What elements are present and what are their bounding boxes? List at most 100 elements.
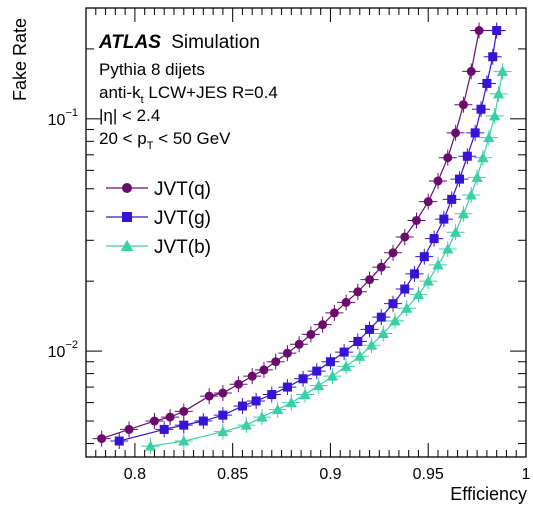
jet-algorithm-subscript: t xyxy=(141,94,144,106)
data-point xyxy=(298,374,308,384)
simulation-label: Simulation xyxy=(171,32,260,53)
data-point xyxy=(401,302,413,313)
data-point xyxy=(325,357,335,367)
data-point xyxy=(234,379,244,389)
data-point xyxy=(388,248,398,258)
data-point xyxy=(124,424,134,434)
data-point xyxy=(198,416,208,426)
data-point xyxy=(144,440,157,451)
data-point xyxy=(482,78,492,88)
y-tick-base: 10 xyxy=(48,112,66,129)
data-point xyxy=(159,424,169,434)
data-point xyxy=(488,52,498,62)
data-point xyxy=(272,403,284,415)
legend-item: JVT(g) xyxy=(106,208,211,229)
series-jvtg xyxy=(110,22,506,450)
x-axis-title: Efficiency xyxy=(450,484,527,504)
data-point xyxy=(412,289,425,300)
data-point xyxy=(339,347,349,357)
data-point xyxy=(449,226,462,237)
legend-marker xyxy=(120,239,134,251)
atlas-label-text: ATLAS xyxy=(98,32,161,53)
y-tick-base: 10 xyxy=(48,344,66,361)
data-point xyxy=(443,153,453,163)
data-point xyxy=(423,197,433,207)
data-point xyxy=(432,259,444,270)
svg-text:ATLAS Simulation: ATLAS Simulation xyxy=(98,32,260,53)
data-point xyxy=(204,391,214,401)
y-axis-title: Fake Rate xyxy=(10,18,30,101)
data-point xyxy=(97,434,107,444)
data-point xyxy=(410,269,420,279)
data-point xyxy=(251,396,261,406)
data-point xyxy=(341,297,351,307)
legend-label: JVT(g) xyxy=(154,208,211,229)
data-point xyxy=(299,388,311,400)
data-point xyxy=(474,26,484,36)
data-point xyxy=(217,426,229,437)
data-point xyxy=(483,131,495,143)
data-point xyxy=(388,299,398,309)
x-tick-label: 0.8 xyxy=(124,466,146,483)
data-point xyxy=(365,275,375,285)
data-point xyxy=(470,128,480,138)
plot-area xyxy=(92,22,512,455)
plot-frame xyxy=(85,7,527,458)
y-tick-label: 10−2 xyxy=(48,339,78,361)
data-point xyxy=(389,315,401,326)
data-point xyxy=(294,339,304,349)
data-point xyxy=(329,308,339,318)
data-point xyxy=(259,365,269,375)
data-point xyxy=(285,397,297,408)
data-point xyxy=(489,110,501,121)
legend-label: JVT(q) xyxy=(154,179,211,200)
y-tick-exponent: −2 xyxy=(65,339,78,351)
data-point xyxy=(237,401,247,411)
generator-label: Pythia 8 dijets xyxy=(99,60,205,79)
data-point xyxy=(442,243,454,254)
data-point xyxy=(465,189,477,200)
legend-marker xyxy=(122,212,132,222)
data-point xyxy=(179,420,189,430)
data-point xyxy=(477,152,489,163)
data-point xyxy=(218,410,228,420)
jet-algorithm-label: anti-kt LCW+JES R=0.4 xyxy=(99,83,278,106)
data-point xyxy=(476,104,486,114)
data-point xyxy=(451,128,461,138)
data-point xyxy=(376,312,386,322)
data-point xyxy=(353,336,363,346)
axes: 0.8 0.85 0.9 0.95 110−210−1 xyxy=(48,8,531,483)
data-point xyxy=(149,416,159,426)
data-point xyxy=(165,412,175,422)
legend-item: JVT(b) xyxy=(106,237,211,258)
data-point xyxy=(340,360,352,371)
legend: JVT(q) JVT(g) JVT(b) xyxy=(106,179,211,258)
x-tick-label: 0.85 xyxy=(217,466,248,483)
data-point xyxy=(429,234,439,244)
data-point xyxy=(462,151,472,161)
y-tick-label: 10−1 xyxy=(48,107,78,129)
data-point xyxy=(267,390,277,400)
data-point xyxy=(282,382,292,392)
data-point xyxy=(377,327,389,339)
pt-cut-text: 20 < p xyxy=(99,129,147,148)
data-point xyxy=(178,435,190,446)
data-point xyxy=(179,406,189,416)
series-jvtb xyxy=(141,63,512,455)
x-tick-label: 0.95 xyxy=(413,466,444,483)
data-point xyxy=(458,100,468,110)
data-point xyxy=(400,232,410,242)
data-point xyxy=(496,65,509,76)
pt-cut-suffix: < 50 GeV xyxy=(153,129,231,148)
eta-cut-label: |η| < 2.4 xyxy=(99,106,160,125)
data-point xyxy=(313,380,325,391)
data-point xyxy=(492,88,505,99)
data-point xyxy=(312,366,322,376)
x-tick-label: 0.9 xyxy=(319,466,341,483)
pt-cut-subscript: T xyxy=(147,140,154,152)
legend-item: JVT(q) xyxy=(106,179,211,200)
data-point xyxy=(282,348,292,358)
data-point xyxy=(457,208,470,219)
atlas-label: ATLAS Simulation xyxy=(98,32,260,53)
data-point xyxy=(422,275,434,286)
